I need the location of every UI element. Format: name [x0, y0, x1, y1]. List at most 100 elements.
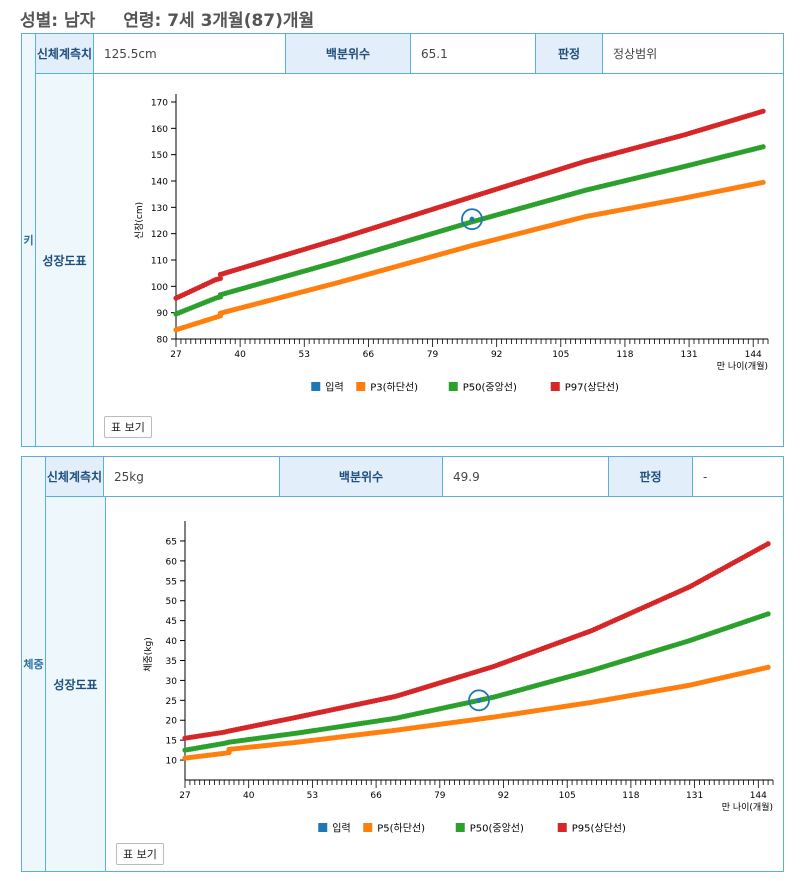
- height-growth-chart-y-tick-label: 110: [151, 257, 168, 267]
- weight-measure-label: 신체계측치: [46, 457, 104, 496]
- height-growth-chart-legend-swatch: [550, 382, 560, 391]
- height-growth-chart-input-point: [469, 216, 475, 222]
- height-measure-row: 신체계측치 125.5cm 백분위수 65.1 판정 정상범위: [36, 34, 783, 74]
- height-growth-chart-data-point: [760, 144, 766, 150]
- weight-growth-chart-legend-swatch: [318, 823, 328, 832]
- height-growth-chart-y-tick-label: 90: [157, 309, 169, 319]
- weight-growth-chart-x-label: 만 나이(개월): [722, 801, 773, 813]
- weight-growth-chart-y-tick-label: 15: [166, 737, 177, 747]
- height-measure-value: 125.5cm: [94, 34, 286, 73]
- height-growth-chart-x-tick-label: 144: [745, 350, 762, 360]
- height-growth-chart-x-tick-label: 92: [491, 350, 502, 360]
- height-judgement-value: 정상범위: [613, 47, 658, 61]
- weight-growth-chart-x-tick-label: 92: [498, 791, 509, 801]
- height-growth-chart-y-tick-label: 120: [151, 230, 168, 240]
- height-growth-chart-series: [173, 179, 766, 333]
- height-growth-chart-y-tick-label: 160: [151, 125, 168, 135]
- height-growth-chart-x-tick-label: 79: [427, 350, 439, 360]
- weight-judgement-value: -: [703, 469, 708, 484]
- age-label: 연령: 7세 3개월(87)개월: [123, 11, 315, 31]
- height-growth-chart-legend-label: P50(중앙선): [463, 382, 517, 394]
- weight-growth-chart-y-tick-label: 30: [166, 677, 178, 687]
- weight-growth-chart-y-tick-label: 65: [166, 537, 177, 547]
- height-percentile-value: 65.1: [411, 34, 536, 73]
- height-growth-chart-series: [173, 144, 766, 317]
- weight-growth-chart-x-tick-label: 40: [243, 791, 255, 801]
- weight-growth-chart-x-tick-label: 27: [179, 791, 190, 801]
- weight-growth-chart-legend-swatch: [557, 823, 567, 832]
- weight-growth-chart-y-tick-label: 25: [166, 697, 177, 707]
- weight-growth-chart-series: [182, 541, 771, 741]
- height-panel: 키 신체계측치 125.5cm 백분위수 65.1 판정 정상범위 성장도표 8…: [21, 33, 784, 447]
- weight-growth-chart-x-tick-label: 66: [370, 791, 382, 801]
- height-growth-chart-y-tick-label: 150: [151, 151, 168, 161]
- height-growth-chart-y-label: 신장(cm): [134, 202, 145, 239]
- weight-growth-chart-y-tick-label: 40: [166, 637, 178, 647]
- height-growth-chart-input-marker: [461, 208, 483, 231]
- weight-growth-chart-y-tick-label: 60: [166, 557, 178, 567]
- height-growth-chart-x-tick-label: 131: [680, 350, 697, 360]
- height-measure-label: 신체계측치: [36, 34, 94, 73]
- height-growth-chart-data-point: [760, 108, 766, 114]
- patient-header: 성별: 남자 연령: 7세 3개월(87)개월: [20, 6, 336, 31]
- weight-growth-chart-input-marker: [468, 689, 490, 712]
- weight-growth-chart-y-tick-label: 10: [166, 757, 178, 767]
- weight-measure-row: 신체계측치 25kg 백분위수 49.9 판정 -: [46, 457, 783, 497]
- weight-growth-chart-data-point: [765, 664, 771, 670]
- height-growth-chart-x-tick-label: 27: [170, 350, 181, 360]
- height-side-label: 키: [22, 34, 36, 446]
- height-growth-chart-legend-label: P3(하단선): [370, 381, 418, 394]
- weight-growth-chart-legend-swatch: [455, 823, 465, 832]
- weight-growth-chart-x-tick-label: 79: [434, 791, 446, 801]
- weight-growth-chart-data-point: [765, 611, 771, 617]
- height-growth-chart-x-tick-label: 40: [234, 350, 246, 360]
- height-growth-chart-data-point: [760, 179, 766, 185]
- weight-growth-chart-legend-swatch: [363, 823, 373, 832]
- height-growth-chart-legend-label: P97(상단선): [565, 382, 619, 394]
- weight-growth-chart-x-tick-label: 105: [559, 791, 576, 801]
- weight-growth-chart-x-tick-label: 144: [750, 791, 767, 801]
- height-judgement-label: 판정: [536, 34, 603, 73]
- weight-table-button[interactable]: 표 보기: [116, 843, 164, 865]
- weight-growth-chart-x-tick-label: 131: [686, 791, 703, 801]
- weight-growth-chart-y-tick-label: 50: [166, 597, 178, 607]
- weight-growth-chart-legend-label: P5(하단선): [377, 822, 425, 835]
- weight-growth-chart-series: [182, 611, 771, 753]
- height-growth-chart-x-label: 만 나이(개월): [717, 360, 768, 372]
- height-growth-chart-legend-swatch: [311, 382, 321, 391]
- weight-growth-chart-data-point: [765, 541, 771, 547]
- height-growth-chart-y-tick-label: 80: [157, 336, 169, 346]
- height-chart-label: 성장도표: [36, 74, 94, 446]
- weight-percentile-label: 백분위수: [280, 457, 443, 496]
- weight-growth-chart-y-tick-label: 20: [166, 717, 178, 727]
- weight-growth-chart-legend-label: 입력: [332, 822, 350, 835]
- weight-growth-chart-x-tick-label: 118: [622, 791, 639, 801]
- height-growth-chart-y-tick-label: 100: [151, 283, 168, 293]
- sex-label: 성별: 남자: [20, 11, 96, 31]
- height-growth-chart-x-tick-label: 118: [616, 350, 633, 360]
- height-growth-chart-series: [173, 108, 766, 301]
- weight-growth-chart-input-point: [476, 697, 482, 703]
- weight-growth-chart-y-tick-label: 55: [166, 577, 177, 587]
- weight-percentile-value: 49.9: [443, 457, 609, 496]
- weight-growth-chart-y-tick-label: 45: [166, 617, 177, 627]
- weight-growth-chart-series: [182, 664, 771, 761]
- weight-side-label: 체중: [22, 457, 46, 871]
- weight-judgement-label: 판정: [609, 457, 693, 496]
- height-growth-chart-y-tick-label: 130: [151, 204, 168, 214]
- weight-growth-chart: 10 15 20 25 30 35 40 45 50 55 60 65 체중(kg) 27 40 53 66 79…: [143, 521, 774, 835]
- weight-growth-chart-legend-label: P95(상단선): [572, 823, 626, 835]
- weight-growth-chart-y-tick-label: 35: [166, 657, 177, 667]
- height-growth-chart-legend-swatch: [356, 382, 366, 391]
- height-growth-chart-y-tick-label: 140: [151, 178, 168, 188]
- weight-growth-chart-legend-label: P50(중앙선): [470, 823, 524, 835]
- weight-panel: 체중 신체계측치 25kg 백분위수 49.9 판정 - 성장도표 10 15 20…: [21, 456, 784, 872]
- height-table-button[interactable]: 표 보기: [104, 416, 152, 438]
- height-percentile-label: 백분위수: [286, 34, 411, 73]
- weight-growth-chart-y-label: 체중(kg): [143, 637, 154, 672]
- height-growth-chart-data-point: [217, 275, 223, 282]
- height-growth-chart-x-tick-label: 105: [552, 350, 569, 360]
- height-growth-chart-x-tick-label: 66: [363, 350, 375, 360]
- weight-chart-label: 성장도표: [46, 497, 106, 871]
- weight-growth-chart-x-tick-label: 53: [307, 791, 318, 801]
